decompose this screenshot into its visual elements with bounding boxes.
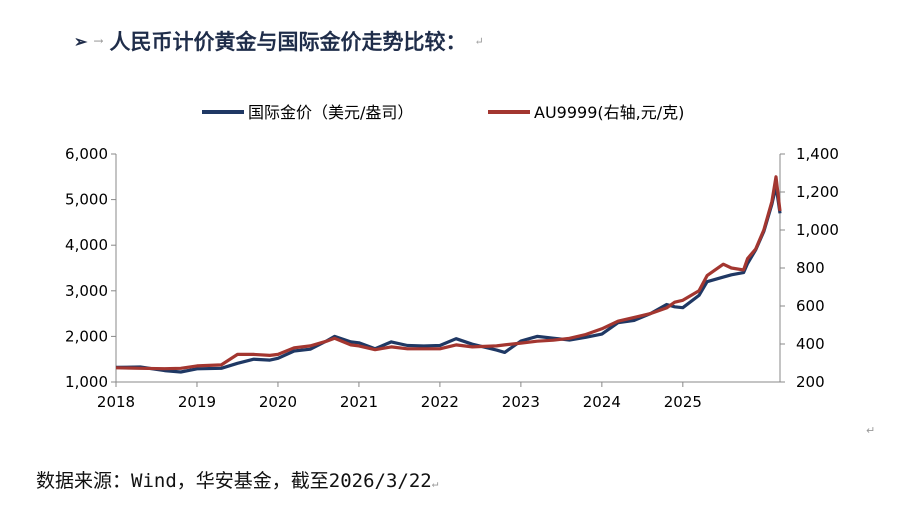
paragraph-mark-icon: ↵ bbox=[474, 34, 484, 48]
series-line-au9999 bbox=[115, 175, 782, 371]
source-note: 数据来源：Wind，华安基金，截至2026/3/22↵ bbox=[36, 466, 438, 493]
heading-text: 人民币计价黄金与国际金价走势比较： bbox=[109, 29, 467, 54]
left-tick-label: 4,000 bbox=[65, 236, 108, 254]
legend-label-international-gold: 国际金价（美元/盎司） bbox=[248, 103, 413, 122]
source-text: 数据来源：Wind，华安基金，截至2026/3/22 bbox=[36, 470, 432, 492]
x-tick-label: 2020 bbox=[259, 393, 297, 411]
right-tick-label: 1,400 bbox=[796, 145, 839, 163]
gold-price-chart: 1,000 2,000 3,000 4,000 5,000 6,000 200 400 600 8… bbox=[0, 90, 923, 430]
x-tick-label: 2024 bbox=[583, 393, 621, 411]
arrow-bullet-icon: ➢ bbox=[74, 31, 88, 51]
right-tick-label: 1,200 bbox=[796, 183, 839, 201]
left-tick-label: 6,000 bbox=[65, 145, 108, 163]
tab-arrow-icon: → bbox=[93, 34, 104, 48]
right-tick-label: 600 bbox=[796, 297, 825, 315]
x-tick-label: 2025 bbox=[664, 393, 702, 411]
x-tick-label: 2019 bbox=[178, 393, 216, 411]
left-tick-label: 5,000 bbox=[65, 191, 108, 209]
legend-label-au9999: AU9999(右轴,元/克) bbox=[534, 103, 684, 122]
x-tick-label: 2022 bbox=[421, 393, 459, 411]
x-tick-label: 2023 bbox=[502, 393, 540, 411]
paragraph-mark-icon: ↵ bbox=[866, 424, 876, 437]
x-tick-label: 2018 bbox=[97, 393, 135, 411]
x-tick-label: 2021 bbox=[340, 393, 378, 411]
right-tick-label: 200 bbox=[796, 373, 825, 391]
chart-svg: 1,000 2,000 3,000 4,000 5,000 6,000 200 400 600 8… bbox=[65, 103, 839, 411]
left-tick-label: 3,000 bbox=[65, 282, 108, 300]
paragraph-mark-icon: ↵ bbox=[431, 477, 439, 490]
left-tick-label: 1,000 bbox=[65, 373, 108, 391]
right-tick-label: 400 bbox=[796, 335, 825, 353]
right-tick-label: 1,000 bbox=[796, 221, 839, 239]
series-line-international-gold bbox=[115, 184, 782, 374]
right-tick-label: 800 bbox=[796, 259, 825, 277]
left-tick-label: 2,000 bbox=[65, 327, 108, 345]
section-heading: ➢ → 人民币计价黄金与国际金价走势比较： ↵ bbox=[74, 26, 484, 56]
